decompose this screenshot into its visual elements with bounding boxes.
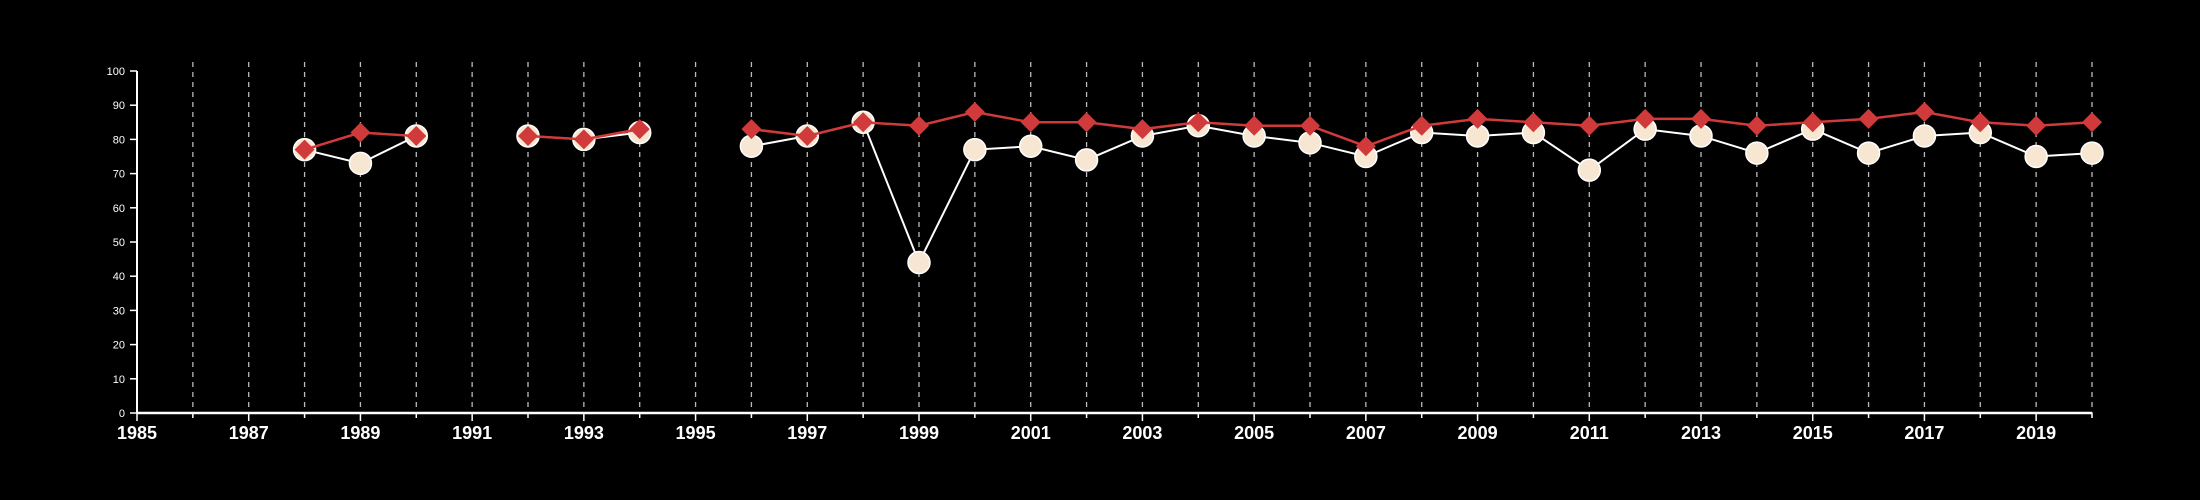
data-point-diamond <box>797 125 818 146</box>
y-tick-label: 80 <box>113 134 125 146</box>
x-tick-label: 2015 <box>1793 423 1833 443</box>
data-point-diamond <box>964 102 985 123</box>
x-tick-label: 1995 <box>676 423 716 443</box>
data-point-diamond <box>1132 119 1153 140</box>
data-point-diamond <box>1579 115 1600 136</box>
y-tick-label: 20 <box>113 340 125 352</box>
y-tick-label: 90 <box>113 100 125 112</box>
axes <box>130 70 2093 421</box>
data-point-diamond <box>1858 108 1879 129</box>
x-tick-label: 2001 <box>1011 423 1051 443</box>
data-point-diamond <box>2026 115 2047 136</box>
data-point-circle <box>1577 158 1602 182</box>
data-point-diamond <box>1244 115 1265 136</box>
x-tick-label: 2007 <box>1346 423 1386 443</box>
data-point-diamond <box>1300 115 1320 136</box>
data-point-circle <box>963 137 987 162</box>
data-point-diamond <box>518 125 538 146</box>
x-tick-label: 2013 <box>1681 423 1721 443</box>
y-tick-label: 40 <box>113 271 125 283</box>
data-point-diamond <box>294 139 315 160</box>
data-point-diamond <box>1802 112 1823 133</box>
y-tick-label: 30 <box>113 305 125 317</box>
data-point-diamond <box>853 112 874 133</box>
x-tick-label: 1993 <box>564 423 604 443</box>
tick-labels: 0 10 20 30 40 50 60 70 80 90 100 1985 1987 1989 1991 19… <box>107 66 2057 443</box>
series-group <box>292 102 2104 275</box>
data-point-diamond <box>1076 112 1097 133</box>
data-point-diamond <box>573 129 594 150</box>
x-tick-label: 1989 <box>340 423 380 443</box>
x-tick-label: 2005 <box>1234 423 1274 443</box>
data-point-diamond <box>1523 112 1544 133</box>
data-point-diamond <box>909 115 929 136</box>
x-tick-label: 1997 <box>787 423 827 443</box>
data-point-diamond <box>1467 108 1488 129</box>
x-tick-label: 1991 <box>452 423 492 443</box>
data-point-diamond <box>1746 115 1767 136</box>
data-point-diamond <box>1970 112 1991 133</box>
data-point-diamond <box>1914 102 1935 123</box>
data-point-circle <box>1856 141 1881 165</box>
data-point-diamond <box>350 122 371 143</box>
data-point-diamond <box>406 125 427 146</box>
y-tick-label: 70 <box>113 169 125 181</box>
data-point-diamond <box>1691 108 1711 129</box>
data-point-diamond <box>741 119 762 140</box>
x-tick-label: 1985 <box>117 423 157 443</box>
data-point-diamond <box>1411 115 1432 136</box>
y-tick-label: 100 <box>107 66 125 78</box>
data-point-circle <box>2080 141 2104 165</box>
y-tick-label: 0 <box>119 408 125 420</box>
grid-lines <box>192 62 2093 413</box>
series-cream-circles <box>292 110 2104 275</box>
y-tick-label: 50 <box>113 237 125 249</box>
data-point-diamond <box>2082 112 2102 133</box>
x-tick-label: 2019 <box>2016 423 2056 443</box>
data-point-diamond <box>629 119 650 140</box>
x-tick-label: 1999 <box>899 423 939 443</box>
data-point-circle <box>1745 141 1769 165</box>
data-point-circle <box>1018 134 1043 158</box>
data-point-diamond <box>1188 112 1209 133</box>
data-point-diamond <box>1020 112 1041 133</box>
x-tick-label: 1987 <box>229 423 269 443</box>
x-tick-label: 2003 <box>1122 423 1162 443</box>
series-red-diamonds <box>294 102 2102 160</box>
data-point-circle <box>907 250 931 275</box>
x-tick-label: 2017 <box>1904 423 1944 443</box>
data-point-circle <box>1912 124 1937 148</box>
y-tick-label: 60 <box>113 203 125 215</box>
data-point-diamond <box>1635 108 1656 129</box>
data-point-circle <box>2024 144 2048 169</box>
y-tick-label: 10 <box>113 374 125 386</box>
data-point-diamond <box>1355 136 1376 157</box>
x-tick-label: 2009 <box>1458 423 1498 443</box>
data-point-circle <box>1074 148 1099 172</box>
x-tick-label: 2011 <box>1570 423 1609 443</box>
data-point-circle <box>348 151 373 176</box>
